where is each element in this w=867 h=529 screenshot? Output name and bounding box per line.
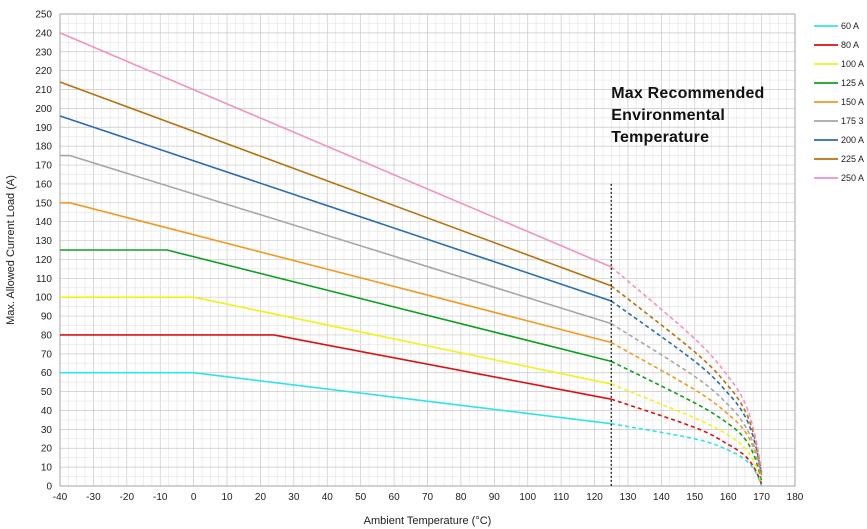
series-line-dashed-125-a [610,360,763,481]
y-tick-label: 120 [35,255,52,266]
x-tick-label: 180 [787,492,804,503]
x-tick-label: 50 [355,492,367,503]
y-tick-label: 130 [35,236,52,247]
y-tick-label: 160 [35,179,52,190]
legend-label-200-a: 200 A [841,135,864,145]
x-tick-label: 10 [221,492,233,503]
y-tick-label: 150 [35,198,52,209]
series-line-solid-80-a [60,334,612,400]
series-line-solid-60-a [60,371,612,425]
legend-label-150-a: 150 A [841,97,864,107]
y-tick-label: 100 [35,293,52,304]
x-tick-label: 130 [620,492,637,503]
x-tick-label: 20 [255,492,267,503]
y-axis-title: Max. Allowed Current Load (A) [5,175,17,325]
y-tick-label: 190 [35,123,52,134]
y-tick-label: 10 [41,463,53,474]
x-tick-label: 90 [489,492,501,503]
y-tick-label: 170 [35,161,52,172]
y-tick-label: 70 [41,349,53,360]
y-tick-label: 200 [35,104,52,115]
y-tick-label: 80 [41,330,53,341]
x-tick-label: -40 [53,492,68,503]
x-tick-label: 120 [586,492,603,503]
legend-label-125-a: 125 A [841,78,864,88]
max-recommended-temperature-annotation: Max Recommended Environmental Temperature [611,85,764,146]
y-tick-label: 240 [35,28,52,39]
series-line-solid-150-a [60,202,612,344]
y-tick-label: 60 [41,368,53,379]
y-tick-label: 110 [36,274,52,285]
legend-label-100-a: 100 A [841,59,864,69]
y-tick-label: 0 [46,482,52,493]
y-tick-label: 220 [35,66,52,77]
x-tick-label: 170 [753,492,770,503]
x-tick-label: 110 [553,492,569,503]
legend-label-250-a: 250 A [841,173,864,183]
y-axis-ticks: 0 10 20 30 40 50 60 70 80 90 100 110 120 130 140 150 160… [35,10,52,493]
x-tick-label: 70 [422,492,434,503]
x-tick-label: 100 [519,492,536,503]
y-tick-label: 250 [35,10,52,21]
y-tick-label: 90 [41,312,53,323]
series-line-solid-200-a [59,115,612,302]
x-tick-label: -30 [86,492,101,503]
y-tick-label: 230 [35,47,52,58]
legend-label-175-3: 175 3 [841,116,864,126]
y-tick-label: 20 [41,444,53,455]
series-line-solid-225-a [59,81,612,287]
x-axis-title: Ambient Temperature (°C) [364,515,492,527]
series-line-dashed-80-a [610,398,763,485]
x-tick-label: 30 [288,492,300,503]
series-line-dashed-60-a [611,422,763,487]
annotation-line: Temperature [611,129,709,146]
x-tick-label: 160 [720,492,737,503]
series-lines [59,32,763,487]
series-line-solid-125-a [60,249,612,363]
series-line-dashed-200-a [610,300,763,475]
x-tick-label: -20 [120,492,135,503]
x-axis-ticks: -40 -30 -20 -10 0 10 20 30 40 50 60 70 80 90 100 110 120… [53,492,804,503]
x-tick-label: 40 [322,492,334,503]
x-tick-label: 140 [653,492,670,503]
x-tick-label: 150 [686,492,703,503]
x-tick-label: 80 [455,492,467,503]
series-line-dashed-150-a [610,341,763,479]
series-line-dashed-100-a [610,383,763,483]
x-tick-label: 60 [389,492,401,503]
y-tick-label: 210 [35,85,52,96]
x-tick-label: 0 [191,492,197,503]
y-tick-label: 180 [35,142,52,153]
x-tick-label: -10 [153,492,168,503]
y-tick-label: 50 [41,387,53,398]
legend-label-225-a: 225 A [841,154,864,164]
series-line-solid-100-a [60,296,612,385]
legend-label-80-a: 80 A [841,40,859,50]
legend: 60 A 80 A 100 A 125 A 150 A 175 3 200 A 225 A 25… [814,21,864,183]
y-tick-label: 140 [35,217,52,228]
y-tick-label: 30 [41,425,53,436]
series-line-solid-250-a [59,32,612,268]
series-line-dashed-175-3 [610,322,763,477]
annotation-line: Environmental [611,107,725,124]
y-tick-label: 40 [41,406,53,417]
series-line-dashed-225-a [610,285,763,473]
annotation-line: Max Recommended [611,85,764,102]
legend-label-60-a: 60 A [841,21,859,31]
series-line-solid-175-3 [60,154,612,325]
series-line-dashed-250-a [610,266,763,472]
